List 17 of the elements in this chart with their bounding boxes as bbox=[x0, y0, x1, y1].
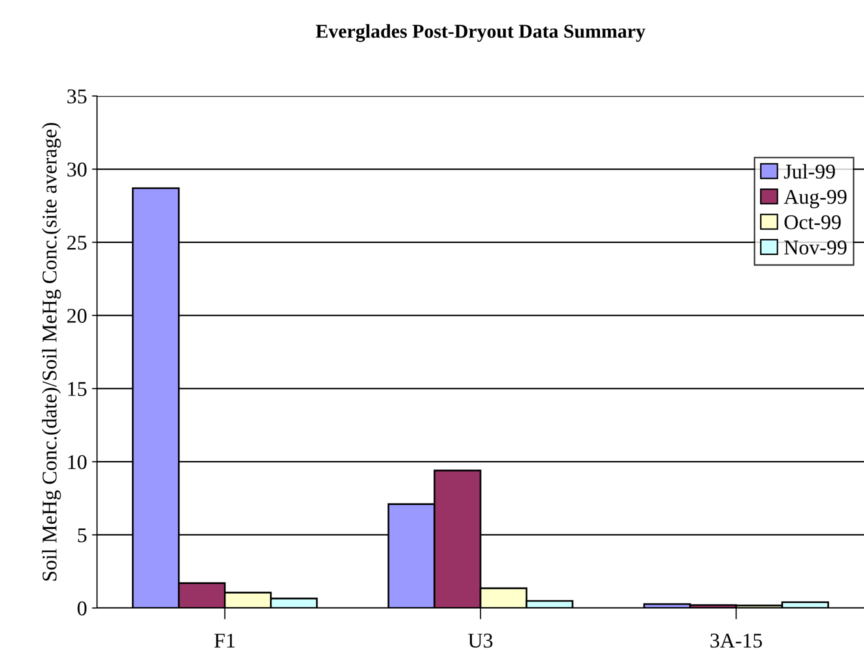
y-tick-label: 20 bbox=[67, 308, 86, 323]
legend-label: Aug-99 bbox=[784, 190, 846, 208]
x-tick-label: F1 bbox=[214, 634, 235, 648]
chart-title: Everglades Post-Dryout Data Summary bbox=[316, 24, 646, 42]
x-tick-label: 3A-15 bbox=[710, 634, 762, 648]
y-tick-label: 0 bbox=[78, 601, 86, 616]
y-tick-label: 25 bbox=[67, 236, 86, 250]
legend-label: Oct-99 bbox=[784, 215, 841, 230]
y-axis-title: Soil MeHg Conc.(date)/Soil MeHg Conc.(site average) bbox=[42, 122, 61, 581]
y-tick-label: 15 bbox=[68, 382, 86, 396]
y-tick-label: 30 bbox=[67, 162, 86, 177]
y-tick-label: 35 bbox=[67, 89, 86, 104]
x-tick-label: U3 bbox=[468, 634, 492, 648]
y-tick-label: 10 bbox=[68, 455, 86, 470]
y-tick-label: 5 bbox=[78, 528, 86, 542]
legend-label: Jul-99 bbox=[784, 164, 835, 179]
legend-label: Nov-99 bbox=[784, 240, 846, 255]
